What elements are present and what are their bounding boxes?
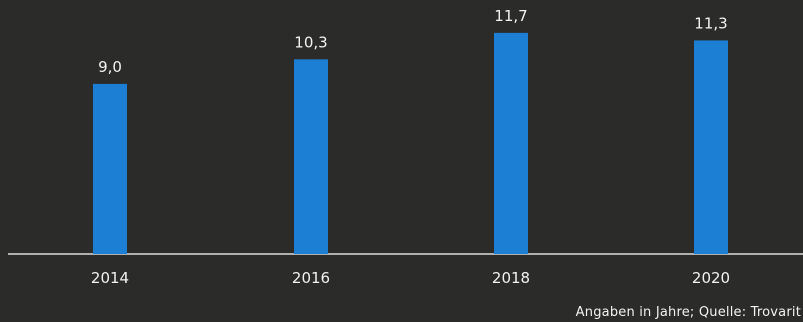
bar-2018 [494,32,528,255]
bar-2020 [694,40,728,255]
x-tick-label-2016: 2016 [292,269,330,287]
x-tick-label-2014: 2014 [91,269,129,287]
value-label-2014: 9,0 [98,58,122,76]
value-label-2016: 10,3 [294,33,327,51]
bar-2016 [294,59,328,254]
bar-2014 [93,83,127,255]
x-tick-label-2020: 2020 [692,269,730,287]
x-tick-label-2018: 2018 [492,269,530,287]
source-note: Angaben in Jahre; Quelle: Trovarit [575,305,801,320]
value-label-2020: 11,3 [694,14,727,32]
value-label-2018: 11,7 [494,7,527,25]
